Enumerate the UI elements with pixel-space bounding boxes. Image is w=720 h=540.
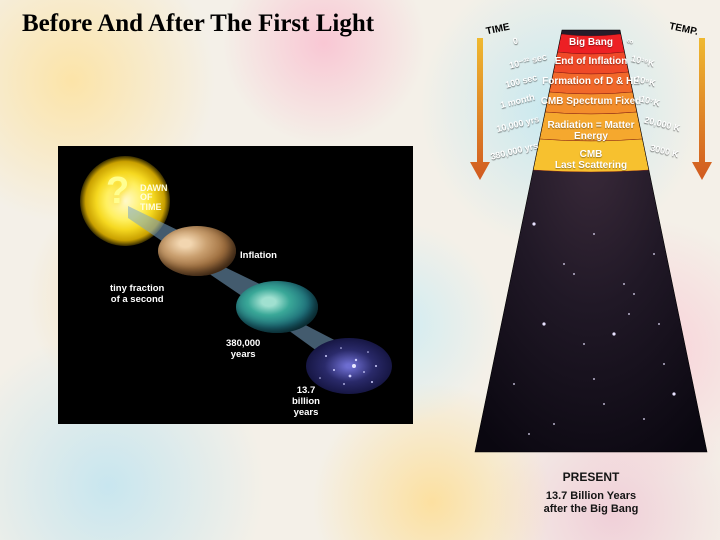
question-mark-icon: ?: [106, 170, 129, 213]
present-label: PRESENT: [474, 470, 708, 484]
cosmic-timeline-cone: TIME TEMP. Big BangEnd of InflationForma…: [474, 24, 708, 524]
present-sublabel: 13.7 Billion Years after the Big Bang: [474, 490, 708, 516]
13-7b-years-label: 13.7 billion years: [292, 386, 320, 419]
inflation-label: Inflation: [240, 251, 277, 262]
temp-arrow-icon: [692, 38, 712, 180]
band-label: Big Bang: [474, 37, 708, 48]
page-title: Before And After The First Light: [22, 10, 374, 38]
380k-years-label: 380,000 years: [226, 339, 260, 361]
cmb-oval-early: [158, 226, 236, 276]
time-arrow-icon: [470, 38, 490, 180]
tiny-fraction-label: tiny fraction of a second: [110, 284, 164, 306]
cmb-oval-380k: [236, 281, 318, 333]
left-timeline-panel: ? DAWN OF TIME Inflation tiny fraction o…: [58, 146, 413, 424]
